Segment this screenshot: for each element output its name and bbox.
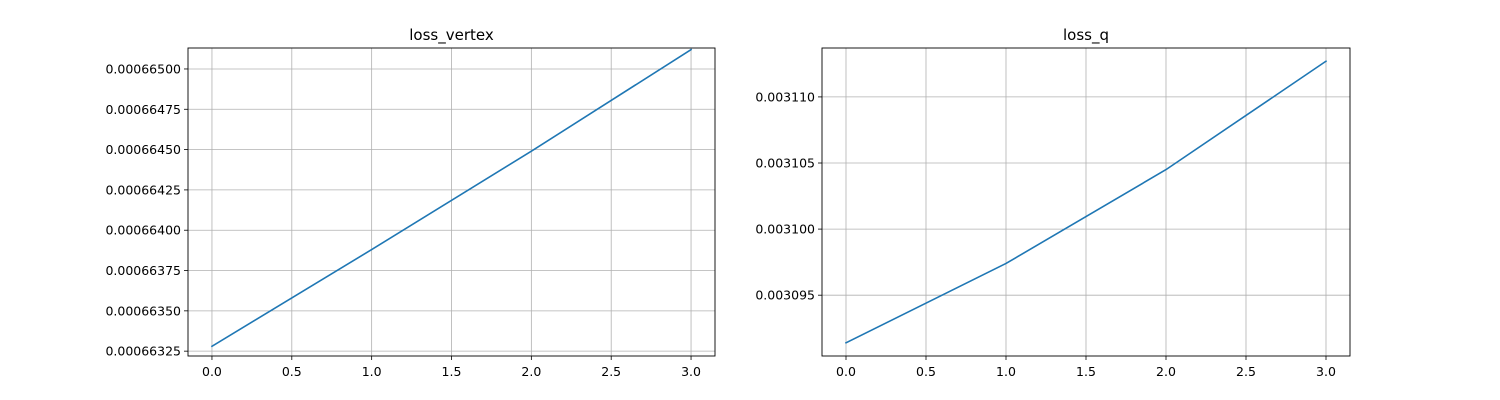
x-tick-label: 1.0 <box>362 364 382 379</box>
x-tick-label: 1.5 <box>442 364 462 379</box>
y-tick-label: 0.003110 <box>755 89 815 104</box>
chart-title: loss_vertex <box>409 26 494 45</box>
y-tick-label: 0.003105 <box>755 156 815 171</box>
subplot-loss-vertex: loss_vertex 0.0 0.5 1.0 1.5 2.0 2.5 3.0 0.00066… <box>105 26 716 379</box>
x-tick-label: 2.5 <box>601 364 621 379</box>
x-tick-label: 0.5 <box>282 364 302 379</box>
y-tick-label: 0.003100 <box>755 222 815 237</box>
y-tick-label: 0.00066450 <box>105 142 181 157</box>
y-tick-label: 0.00066500 <box>105 61 181 76</box>
y-tick-label: 0.00066325 <box>105 344 181 359</box>
x-tick-label: 2.5 <box>1236 364 1256 379</box>
y-tick-label: 0.00066350 <box>105 303 181 318</box>
series-line <box>210 48 693 348</box>
x-tick-label: 2.0 <box>521 364 541 379</box>
x-tick-label: 0.5 <box>916 364 936 379</box>
y-tick-label: 0.00066400 <box>105 223 181 238</box>
subplot-loss-q: loss_q 0.0 0.5 1.0 1.5 2.0 2.5 3.0 0.003095 0.00… <box>755 26 1351 379</box>
y-tick-label: 0.00066425 <box>105 182 181 197</box>
y-tick-label: 0.003095 <box>755 288 815 303</box>
x-tick-label: 1.0 <box>996 364 1016 379</box>
x-tick-label: 1.5 <box>1076 364 1096 379</box>
y-tick-label: 0.00066375 <box>105 263 181 278</box>
x-tick-label: 0.0 <box>836 364 856 379</box>
x-tick-label: 2.0 <box>1156 364 1176 379</box>
series-line <box>844 60 1328 344</box>
y-tick-label: 0.00066475 <box>105 102 181 117</box>
x-tick-label: 3.0 <box>1316 364 1336 379</box>
x-tick-label: 0.0 <box>202 364 222 379</box>
chart-title: loss_q <box>1063 26 1109 45</box>
x-tick-label: 3.0 <box>681 364 701 379</box>
